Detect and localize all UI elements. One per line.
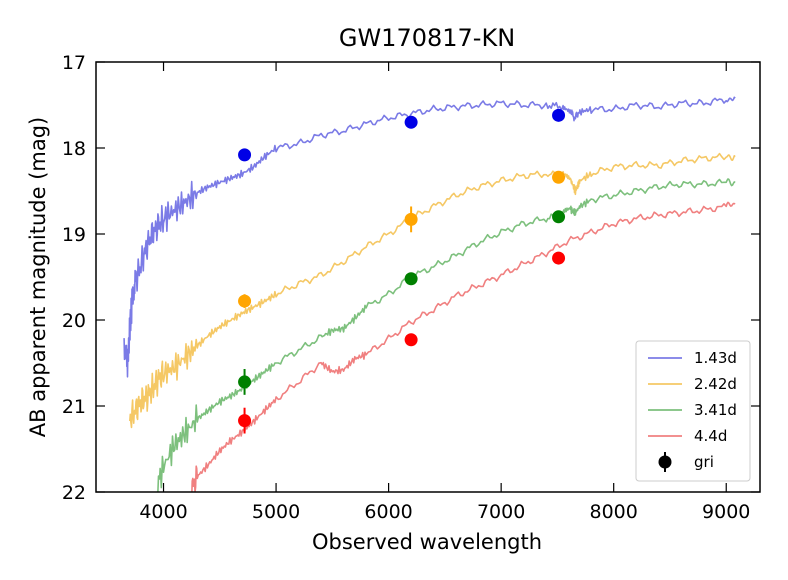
legend-label-3.41d: 3.41d [694, 401, 737, 419]
y-tick-label: 20 [62, 310, 86, 332]
data-point [552, 108, 566, 122]
data-point [552, 210, 566, 224]
data-point [238, 148, 252, 162]
legend-box [635, 340, 751, 482]
data-point [552, 251, 566, 265]
legend-label-4.4d: 4.4d [694, 427, 727, 445]
legend-label-1.43d: 1.43d [694, 349, 737, 367]
data-point [238, 414, 252, 428]
series-line-2.42d [129, 152, 736, 429]
series-line-1.43d [123, 96, 736, 378]
points-layer [238, 108, 566, 434]
x-tick-label: 8000 [590, 501, 638, 523]
y-tick-label: 17 [62, 52, 86, 74]
x-tick-label: 7000 [477, 501, 525, 523]
y-axis-label: AB apparent magnitude (mag) [26, 117, 50, 437]
legend-swatch-gri [658, 455, 672, 469]
y-tick-label: 22 [62, 482, 86, 504]
data-point [404, 212, 418, 226]
series-line-3.41d [157, 178, 736, 492]
data-point [404, 272, 418, 286]
y-tick-label: 21 [62, 396, 86, 418]
y-tick-label: 19 [62, 224, 86, 246]
legend-label-2.42d: 2.42d [694, 375, 737, 393]
x-tick-label: 9000 [702, 501, 750, 523]
data-point [404, 333, 418, 347]
data-point [238, 294, 252, 308]
x-tick-label: 4000 [139, 501, 187, 523]
x-tick-label: 6000 [364, 501, 412, 523]
legend-label-gri: gri [694, 453, 714, 471]
chart-title: GW170817-KN [339, 24, 515, 52]
y-tick-label: 18 [62, 138, 86, 160]
data-point [552, 170, 566, 184]
legend: 1.43d 2.42d 3.41d 4.4d gri [635, 340, 751, 482]
x-tick-label: 5000 [252, 501, 300, 523]
ticks-layer: 4000 5000 6000 7000 8000 9000 17 18 19 20 21 22 [62, 52, 760, 523]
x-axis-label: Observed wavelength [312, 530, 542, 554]
plot-frame [95, 61, 761, 493]
data-point [404, 115, 418, 129]
data-point [238, 375, 252, 389]
